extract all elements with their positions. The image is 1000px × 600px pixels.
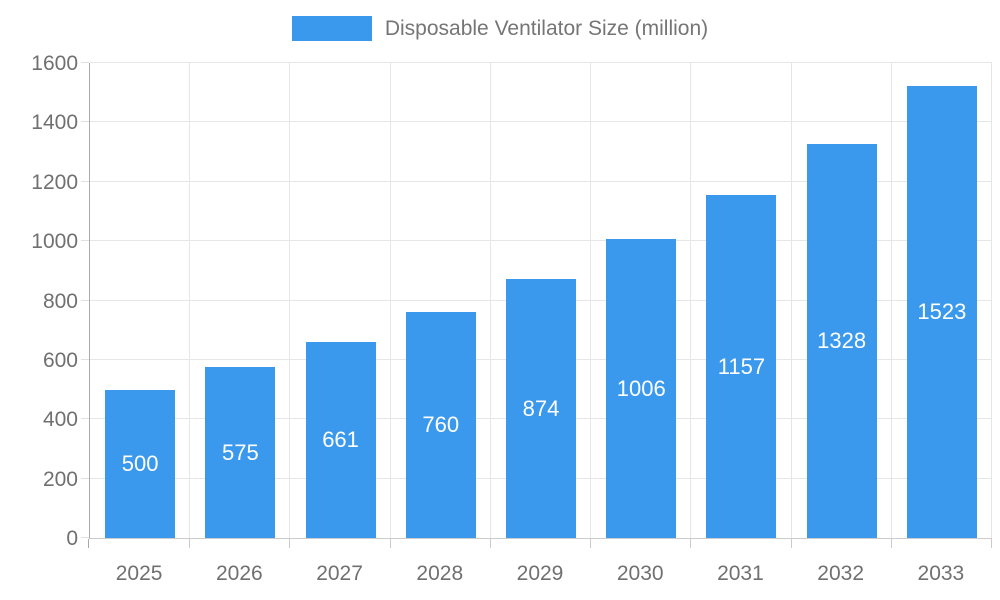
bar-value-label-2028: 760 (422, 412, 460, 437)
bar-value-label-2030: 1006 (616, 375, 666, 401)
bar-2031: 1157 (706, 195, 777, 538)
bar-value-label-2029: 874 (522, 395, 560, 421)
y-gridline-1600 (90, 62, 992, 63)
legend-swatch (291, 16, 372, 41)
y-tick-label-600: 600 (42, 348, 78, 372)
legend: Disposable Ventilator Size (million) (0, 16, 1000, 41)
bar-value-label-2033: 1523 (917, 299, 967, 324)
x-tick-8 (890, 539, 892, 548)
bar-value-label-2027: 661 (322, 427, 359, 452)
y-tick-label-1200: 1200 (31, 170, 78, 194)
bar-2029: 874 (506, 279, 576, 538)
bar-2033: 1523 (906, 86, 977, 538)
y-tick-1200 (81, 180, 89, 182)
y-gridline-1200 (90, 180, 992, 182)
y-tick-200 (81, 477, 89, 479)
x-tick-0 (88, 539, 89, 548)
y-tick-0 (81, 537, 89, 538)
x-gridline-1 (189, 63, 191, 538)
x-tick-label-2028: 2028 (416, 562, 464, 585)
y-tick-1400 (81, 121, 89, 123)
y-tick-1600 (81, 62, 89, 63)
x-gridline-9 (991, 63, 992, 538)
bar-value-label-2025: 500 (121, 451, 159, 476)
bar-value-label-2031: 1157 (717, 353, 766, 379)
x-tick-7 (790, 539, 792, 548)
x-gridline-3 (389, 63, 391, 538)
y-gridline-1000 (90, 240, 992, 242)
plot-area: 500 575 661 760 874 1006 1157 1328 1523 (89, 62, 992, 539)
x-tick-label-2031: 2031 (717, 562, 764, 585)
y-tick-600 (81, 358, 89, 360)
x-tick-label-2033: 2033 (917, 562, 965, 585)
x-tick-6 (690, 539, 692, 548)
bar-value-label-2032: 1328 (817, 328, 867, 353)
x-gridline-5 (590, 63, 592, 538)
x-tick-4 (489, 539, 491, 548)
x-tick-1 (189, 539, 191, 548)
x-tick-label-2029: 2029 (516, 562, 564, 585)
y-gridline-1400 (90, 121, 992, 123)
y-tick-800 (81, 299, 89, 301)
y-tick-label-800: 800 (42, 289, 78, 313)
bar-2025: 500 (105, 390, 176, 538)
x-gridline-8 (890, 63, 892, 538)
x-gridline-6 (690, 63, 692, 538)
y-tick-label-1000: 1000 (31, 230, 78, 254)
x-tick-2 (289, 539, 291, 548)
y-tick-label-1600: 1600 (31, 52, 78, 75)
legend-label: Disposable Ventilator Size (million) (384, 16, 709, 40)
y-tick-1000 (81, 240, 89, 242)
x-gridline-4 (489, 63, 491, 538)
x-tick-5 (590, 539, 592, 548)
y-tick-label-0: 0 (66, 527, 78, 550)
bar-2030: 1006 (606, 239, 677, 538)
x-gridline-7 (790, 63, 792, 538)
bar-2028: 760 (405, 312, 476, 538)
bar-2027: 661 (305, 342, 376, 538)
x-tick-label-2025: 2025 (115, 562, 163, 585)
bar-2026: 575 (205, 367, 276, 538)
x-tick-label-2030: 2030 (616, 562, 664, 585)
x-tick-label-2026: 2026 (215, 562, 263, 585)
y-tick-label-200: 200 (42, 467, 78, 491)
bar-value-label-2026: 575 (221, 439, 259, 465)
x-tick-3 (389, 539, 391, 548)
x-tick-label-2027: 2027 (316, 562, 363, 585)
y-tick-400 (81, 418, 89, 420)
x-gridline-2 (289, 63, 291, 538)
bar-2032: 1328 (806, 144, 877, 538)
y-tick-label-1400: 1400 (31, 111, 78, 135)
x-tick-label-2032: 2032 (817, 562, 865, 585)
x-tick-9 (991, 539, 992, 548)
y-tick-label-400: 400 (42, 408, 78, 432)
